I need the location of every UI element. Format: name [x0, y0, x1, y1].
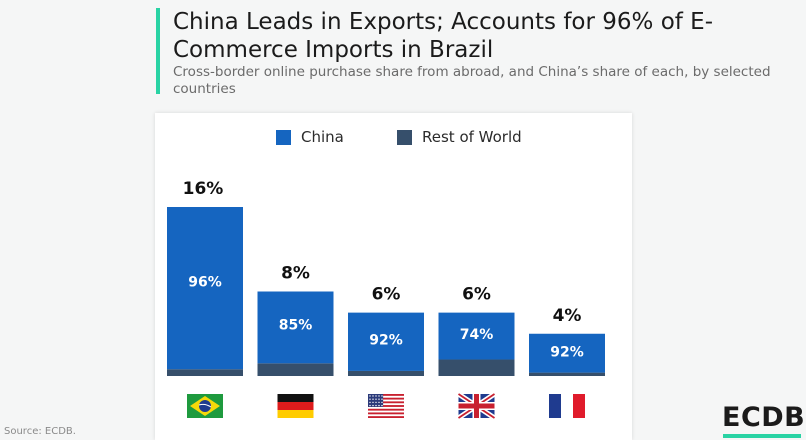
china-share-label-united-states: 92%	[369, 332, 403, 348]
legend-swatch-rest	[397, 129, 412, 145]
bar-china-brazil	[167, 207, 243, 370]
bar-rest-germany	[257, 363, 334, 376]
usa-flag-icon	[368, 394, 404, 418]
total-label-germany: 8%	[281, 264, 310, 284]
bar-china-united-kingdom	[438, 312, 515, 360]
total-label-brazil: 16%	[183, 179, 224, 199]
bar-china-france	[529, 333, 605, 373]
france-flag-icon	[549, 394, 585, 418]
bar-rest-brazil	[167, 369, 243, 376]
china-share-label-brazil: 96%	[188, 275, 222, 291]
legend-swatch-china	[276, 129, 291, 145]
source-note: Source: ECDB.	[4, 426, 76, 437]
legend: China Rest of World	[0, 128, 806, 148]
germany-flag-icon	[277, 394, 314, 418]
legend-label-china: China	[301, 128, 344, 146]
uk-flag-icon	[457, 391, 496, 421]
china-share-label-france: 92%	[550, 345, 584, 361]
bar-rest-united-states	[348, 370, 424, 376]
bar-rest-united-kingdom	[438, 359, 515, 376]
ecdb-logo: ECDB	[722, 402, 806, 433]
legend-label-rest: Rest of World	[422, 128, 522, 146]
legend-item-rest: Rest of World	[397, 128, 522, 146]
title-accent-bar	[156, 8, 160, 94]
china-share-label-united-kingdom: 74%	[460, 327, 494, 343]
bar-china-germany	[257, 291, 334, 364]
brazil-flag-icon	[187, 394, 223, 418]
bar-china-united-states	[348, 312, 424, 371]
china-share-label-germany: 85%	[279, 318, 313, 334]
total-label-united-kingdom: 6%	[462, 285, 491, 305]
legend-item-china: China	[276, 128, 344, 146]
logo-underline	[723, 434, 801, 438]
chart-title: China Leads in Exports; Accounts for 96%…	[173, 9, 714, 63]
total-label-france: 4%	[553, 306, 582, 326]
chart-subtitle: Cross-border online purchase share from …	[173, 64, 771, 97]
bar-rest-france	[529, 372, 605, 376]
total-label-united-states: 6%	[372, 285, 401, 305]
